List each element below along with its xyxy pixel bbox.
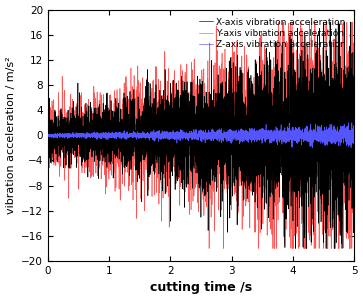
Y-axis vibration acceleration <box>352 96 356 100</box>
Z-axis vibration acceleration <box>191 137 196 140</box>
Z-axis vibration acceleration <box>346 121 351 124</box>
Y-axis vibration acceleration <box>191 176 196 180</box>
Line: Y-axis vibration acceleration: Y-axis vibration acceleration <box>48 22 354 248</box>
X-axis vibration acceleration <box>327 139 332 142</box>
Y-axis vibration acceleration <box>207 247 211 250</box>
Z-axis vibration acceleration <box>268 135 273 139</box>
Y-axis vibration acceleration <box>174 137 179 141</box>
Z-axis vibration acceleration <box>177 132 181 136</box>
Z-axis vibration acceleration <box>174 134 179 137</box>
X-axis vibration acceleration <box>343 128 347 131</box>
X-axis vibration acceleration <box>174 93 179 96</box>
X-axis vibration acceleration <box>191 159 196 163</box>
Y-axis vibration acceleration <box>327 90 332 94</box>
Line: Z-axis vibration acceleration: Z-axis vibration acceleration <box>48 123 354 148</box>
Y-axis vibration acceleration <box>343 71 347 75</box>
Y-axis vibration acceleration <box>46 116 50 119</box>
Legend: X-axis vibration acceleration, Y-axis vibration acceleration, Z-axis vibration a: X-axis vibration acceleration, Y-axis vi… <box>196 14 350 53</box>
Y-axis vibration acceleration <box>277 20 281 24</box>
Z-axis vibration acceleration <box>327 128 332 132</box>
X-axis vibration acceleration <box>177 157 181 160</box>
X-axis vibration acceleration <box>321 20 326 24</box>
X-axis label: cutting time /s: cutting time /s <box>150 281 252 294</box>
Y-axis label: vibration acceleration / m/s²: vibration acceleration / m/s² <box>5 56 16 214</box>
X-axis vibration acceleration <box>352 89 356 93</box>
X-axis vibration acceleration <box>293 247 298 250</box>
Y-axis vibration acceleration <box>268 146 273 150</box>
Z-axis vibration acceleration <box>343 134 347 138</box>
Z-axis vibration acceleration <box>46 135 50 138</box>
Y-axis vibration acceleration <box>177 124 181 127</box>
Line: X-axis vibration acceleration: X-axis vibration acceleration <box>48 22 354 248</box>
X-axis vibration acceleration <box>268 83 273 87</box>
Z-axis vibration acceleration <box>352 141 356 145</box>
Z-axis vibration acceleration <box>349 146 353 150</box>
X-axis vibration acceleration <box>46 136 50 140</box>
